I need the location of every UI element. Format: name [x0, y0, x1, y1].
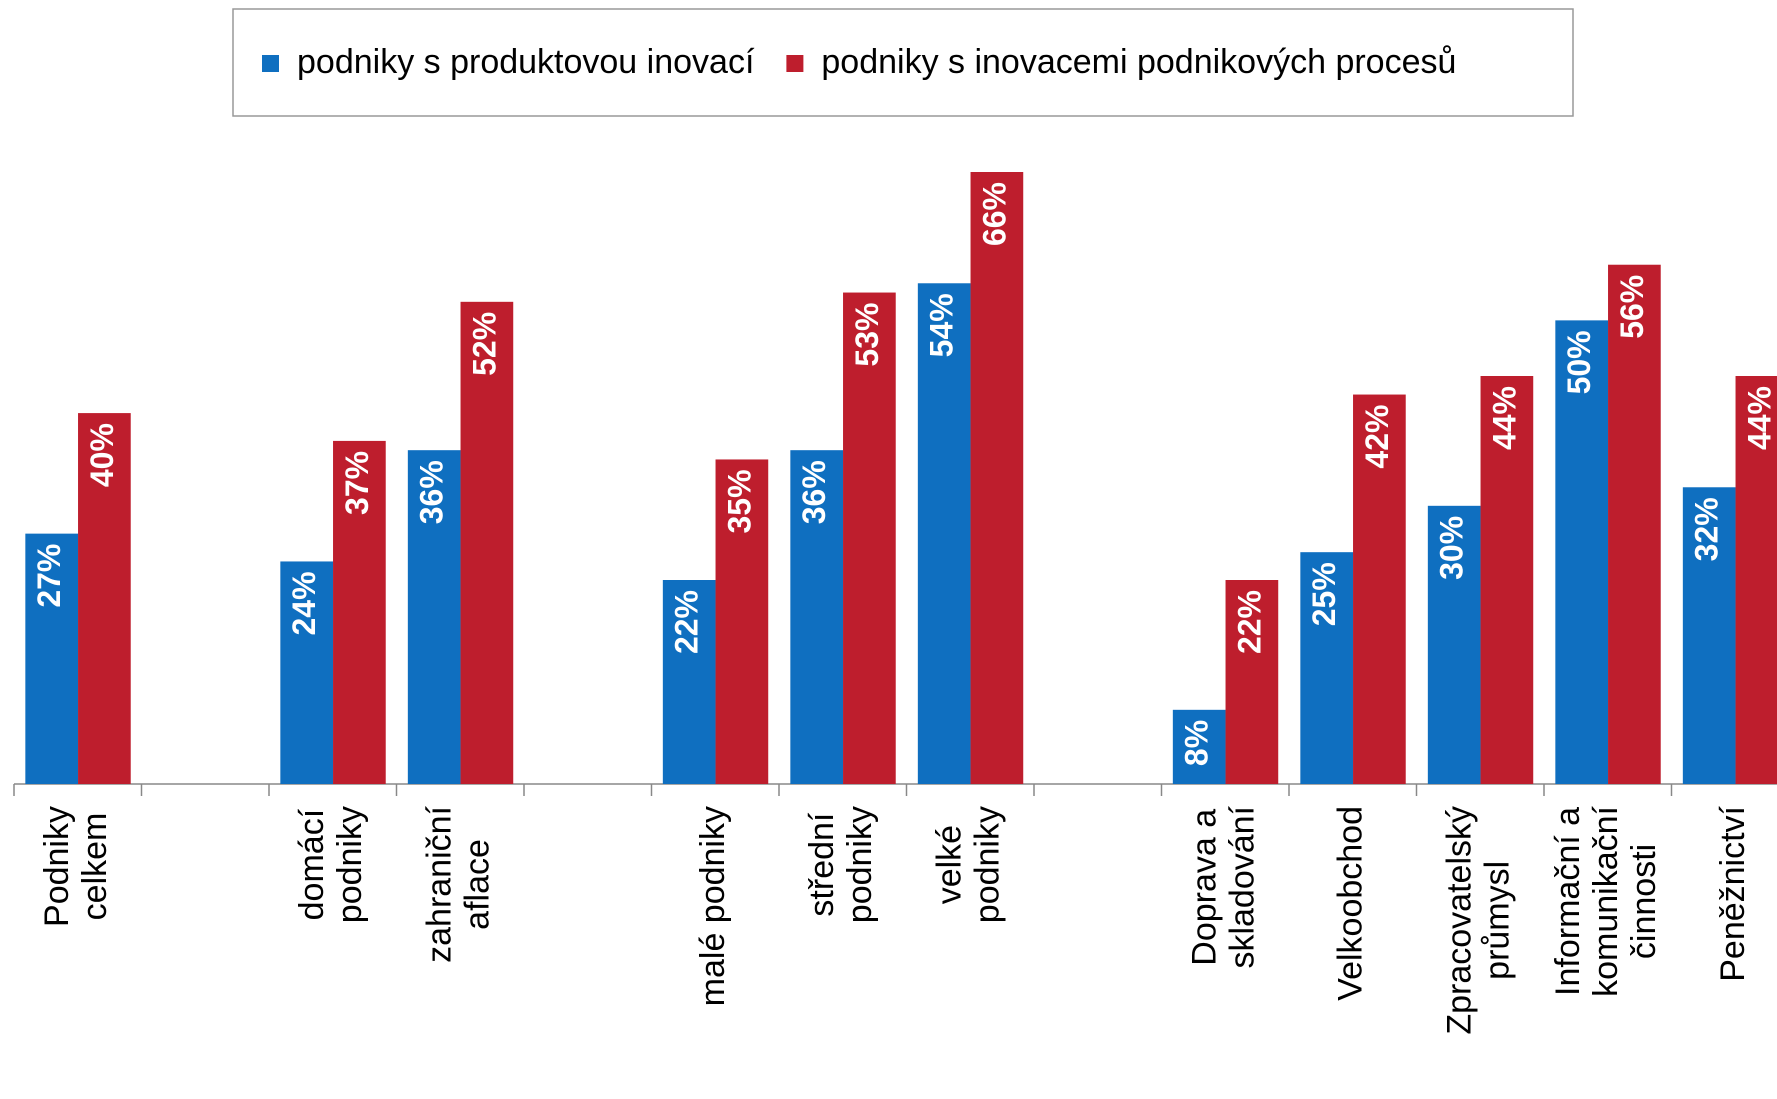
value-label: 22% [669, 590, 705, 654]
bar [1225, 580, 1279, 784]
value-label: 54% [924, 293, 960, 357]
bar [25, 533, 79, 784]
legend-swatch [262, 55, 279, 72]
bar [333, 440, 386, 784]
value-label: 25% [1306, 562, 1342, 626]
value-label: 36% [796, 460, 832, 524]
bar [1480, 376, 1534, 784]
value-label: 36% [414, 460, 450, 524]
value-label: 53% [849, 303, 885, 367]
bar [1555, 320, 1609, 784]
value-label: 44% [1486, 386, 1522, 450]
value-label: 30% [1434, 516, 1470, 580]
x-tick-label: malé podniky [694, 806, 732, 1006]
legend-swatch [786, 55, 804, 72]
x-tick-label: Zpracovatelskýprůmysl [1440, 806, 1516, 1035]
bar [790, 450, 844, 784]
value-label: 52% [466, 312, 502, 376]
bar [1353, 394, 1406, 784]
value-label: 66% [976, 182, 1012, 246]
bar [1427, 505, 1481, 784]
legend-box [232, 8, 1574, 117]
bar [280, 561, 334, 784]
bar [662, 580, 716, 784]
value-label: 8% [1179, 720, 1215, 766]
x-tick-label: Informační akomunikačníčinnosti [1549, 805, 1663, 996]
legend-label: podniky s inovacemi podnikových procesů [821, 43, 1456, 81]
bar [1300, 552, 1354, 784]
x-tick-label: střednípodniky [803, 806, 879, 923]
x-tick-label: domácípodniky [293, 806, 369, 923]
bar [1172, 709, 1226, 784]
value-label: 35% [721, 469, 757, 533]
bar [1735, 376, 1777, 784]
value-label: 42% [1359, 405, 1395, 469]
value-label: 22% [1231, 590, 1267, 654]
value-label: 44% [1741, 386, 1777, 450]
bar [78, 413, 131, 784]
value-label: 37% [339, 451, 375, 515]
x-tick-label: Doprava askladování [1185, 805, 1261, 968]
bar [1608, 264, 1661, 784]
value-label: 27% [31, 544, 67, 608]
x-tick-label: zahraničníaflace [420, 805, 496, 962]
value-label: 56% [1614, 275, 1650, 339]
value-label: 32% [1689, 497, 1725, 561]
bar [1682, 487, 1736, 784]
bar [970, 172, 1024, 784]
x-tick-label: Podnikycelkem [38, 806, 114, 927]
legend-label: podniky s produktovou inovací [297, 43, 755, 81]
bar [917, 283, 971, 784]
x-tick-label: velképodniky [930, 806, 1006, 923]
value-label: 40% [84, 423, 120, 487]
x-tick-label: Peněžnictví [1714, 805, 1752, 981]
x-tick-label: Velkoobchod [1332, 806, 1370, 1001]
value-label: 24% [286, 571, 322, 635]
bar [843, 292, 896, 784]
value-label: 50% [1561, 330, 1597, 394]
bar [715, 459, 769, 784]
bar [460, 301, 514, 784]
bar [407, 450, 461, 784]
